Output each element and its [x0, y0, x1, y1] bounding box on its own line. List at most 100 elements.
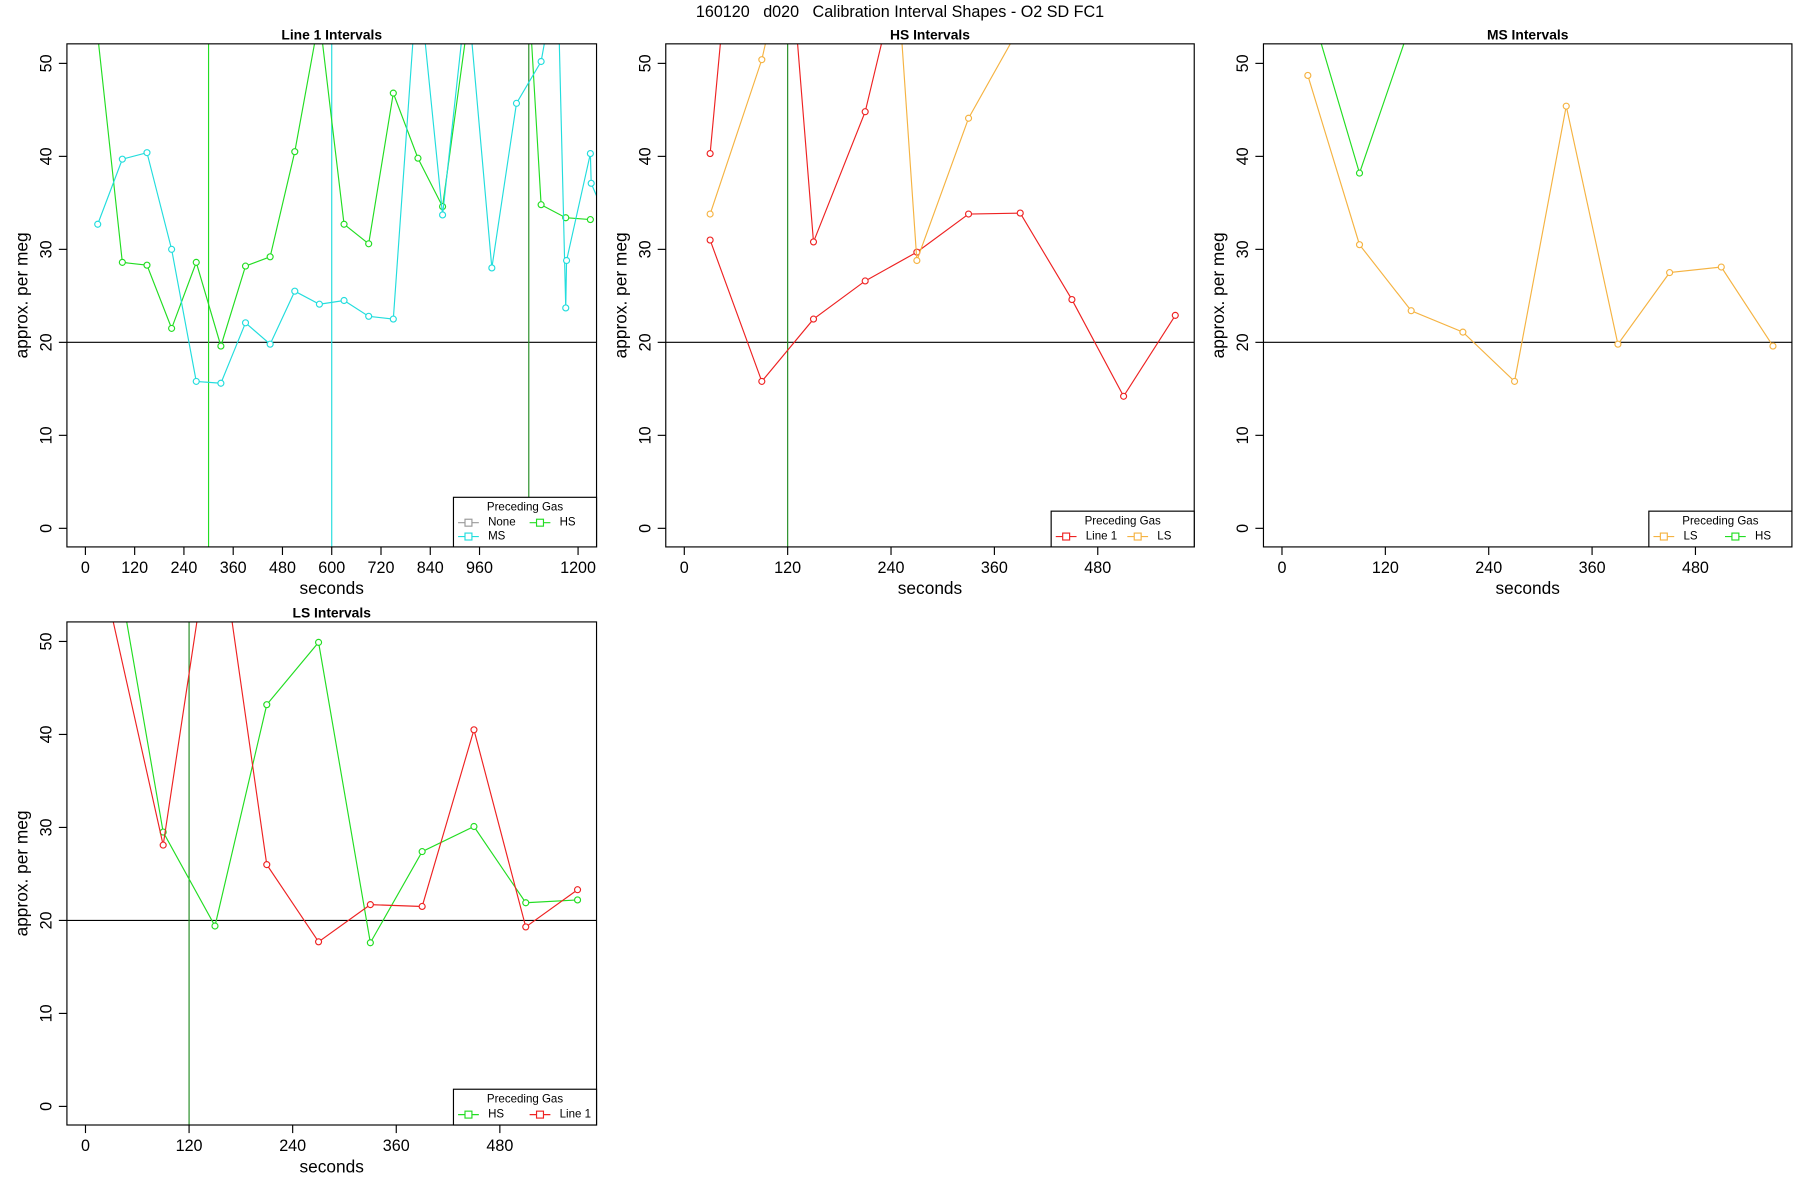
x-tick-label: 240 — [279, 1137, 306, 1155]
legend-title: Preceding Gas — [1682, 516, 1758, 528]
legend-marker — [464, 1110, 473, 1119]
data-point — [340, 296, 348, 305]
data-point — [913, 256, 921, 265]
y-tick-label: 50 — [636, 54, 654, 72]
legend-title: Preceding Gas — [1085, 516, 1161, 528]
data-point — [470, 726, 478, 734]
data-point — [573, 886, 582, 894]
data-point — [291, 287, 299, 295]
y-tick-label: 20 — [38, 911, 56, 929]
data-point — [1717, 263, 1725, 271]
data-point — [241, 319, 250, 327]
x-tick-label: 720 — [368, 559, 395, 577]
plot-area — [66, 14, 607, 547]
x-axis-label: seconds — [300, 578, 365, 598]
data-point — [340, 220, 348, 228]
data-point — [562, 256, 571, 265]
data-point — [522, 899, 530, 907]
legend-label: MS — [488, 531, 506, 543]
legend-marker — [535, 1110, 545, 1119]
data-point — [861, 108, 869, 116]
y-tick-label: 10 — [38, 426, 56, 444]
data-point — [118, 155, 126, 163]
x-tick-label: 120 — [1372, 559, 1399, 577]
data-point — [263, 861, 271, 869]
data-point — [291, 148, 299, 156]
legend: Preceding Gas Line 1 LS — [1050, 510, 1195, 548]
data-point — [192, 258, 200, 266]
x-tick-label: 480 — [486, 1137, 513, 1155]
x-tick-label: 360 — [220, 559, 247, 577]
y-tick-label: 30 — [38, 240, 56, 258]
data-point — [212, 499, 218, 505]
data-point — [95, 32, 101, 38]
data-point — [758, 377, 766, 385]
plot-frame — [665, 43, 1195, 548]
panel: LS Intervals seconds approx. per meg 0 120 24… — [12, 499, 598, 1176]
panel-title: MS Intervals — [1487, 26, 1569, 42]
x-tick-label: 480 — [269, 559, 296, 577]
data-point — [108, 611, 114, 617]
y-tick-label: 30 — [38, 818, 56, 836]
data-point — [470, 822, 478, 831]
data-point — [809, 315, 818, 323]
data-point — [1459, 328, 1467, 336]
legend-marker — [1062, 532, 1071, 541]
plot-area — [66, 499, 597, 1125]
legend-box — [1648, 510, 1793, 548]
data-point — [601, 209, 607, 215]
y-tick-label: 50 — [38, 54, 56, 72]
plot-area — [665, 43, 1195, 547]
data-point — [414, 154, 422, 162]
x-tick-label: 120 — [176, 1137, 203, 1155]
data-point — [1666, 269, 1674, 277]
x-tick-label: 0 — [81, 1137, 90, 1155]
data-point — [366, 901, 374, 909]
x-tick-label: 360 — [981, 559, 1008, 577]
data-point — [1562, 102, 1570, 110]
y-tick-label: 20 — [1234, 333, 1252, 351]
x-tick-label: 360 — [1579, 559, 1606, 577]
data-point — [316, 14, 322, 20]
y-tick-label: 30 — [636, 240, 654, 258]
data-point — [706, 210, 714, 218]
x-tick-label: 0 — [680, 559, 689, 577]
data-point — [1304, 71, 1312, 80]
plot-area — [1263, 0, 1792, 385]
data-point — [1355, 169, 1364, 177]
legend-label: HS — [488, 1109, 504, 1121]
panel: MS Intervals seconds approx. per meg 0 120 24… — [1208, 0, 1793, 598]
data-point — [266, 340, 274, 348]
data-point — [365, 240, 373, 248]
data-point — [168, 324, 176, 332]
x-axis-label: seconds — [1495, 578, 1560, 598]
legend-label: Line 1 — [1086, 531, 1117, 543]
y-tick-label: 40 — [636, 147, 654, 165]
y-tick-label: 0 — [38, 1102, 56, 1111]
legend: Preceding Gas LS HS — [1648, 510, 1793, 548]
panel: HS Intervals seconds approx. per meg 0 120 24… — [610, 26, 1195, 598]
plot-frame — [66, 43, 598, 548]
data-point — [562, 214, 570, 222]
data-point — [1120, 392, 1128, 400]
data-point — [143, 149, 151, 157]
data-point — [464, 23, 470, 29]
y-tick-label: 40 — [1234, 147, 1252, 165]
data-point — [192, 377, 200, 385]
y-tick-label: 10 — [38, 1004, 56, 1022]
data-point — [1305, 0, 1311, 1]
data-point — [389, 89, 397, 97]
data-point — [586, 149, 594, 158]
data-point — [706, 236, 714, 244]
data-point — [143, 261, 151, 269]
legend-label: None — [488, 517, 516, 529]
legend-label: HS — [560, 517, 576, 529]
data-point — [964, 210, 973, 218]
data-point — [758, 56, 766, 64]
data-point — [1769, 342, 1777, 350]
y-tick-label: 20 — [636, 333, 654, 351]
y-tick-label: 50 — [1234, 54, 1252, 72]
y-axis-label: approx. per meg — [12, 232, 32, 358]
x-tick-label: 480 — [1682, 559, 1709, 577]
